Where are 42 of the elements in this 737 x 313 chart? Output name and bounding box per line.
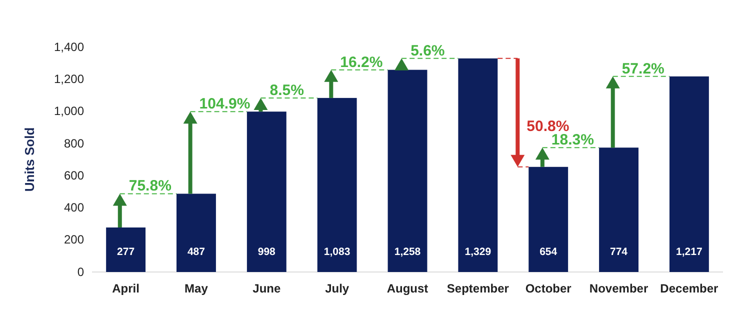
bar: [669, 76, 709, 272]
y-tick-label: 1,400: [54, 40, 84, 54]
bar: [246, 112, 286, 272]
x-tick-label: August: [386, 282, 428, 296]
x-tick-label: September: [446, 282, 510, 296]
x-tick-label: June: [252, 282, 281, 296]
y-tick-label: 200: [64, 232, 84, 247]
data-label: 998: [258, 246, 276, 258]
y-tick-label: 400: [64, 200, 84, 215]
bar: [106, 227, 146, 272]
bar: [388, 70, 428, 272]
annotation: 75.8%: [128, 178, 172, 195]
data-label: 1,217: [676, 246, 702, 258]
data-label: 1,329: [464, 246, 492, 258]
y-axis-title: Units Sold: [22, 127, 37, 192]
data-label: 487: [187, 246, 206, 258]
bar: [317, 98, 357, 272]
x-tick-label: July: [325, 282, 350, 296]
y-tick-label: 600: [64, 168, 84, 182]
y-tick-label: 0: [77, 264, 84, 279]
y-tick-label: 800: [64, 136, 84, 150]
annotation: 5.6%: [410, 42, 445, 60]
bar: [176, 194, 216, 272]
annotation: 57.2%: [622, 60, 664, 78]
y-tick-label: 1,000: [54, 104, 84, 118]
bar: [528, 166, 568, 272]
bar: [458, 58, 498, 272]
data-label: 774: [610, 246, 628, 258]
x-tick-label: May: [184, 282, 208, 296]
x-tick-label: November: [589, 282, 648, 296]
data-label: 1,083: [324, 246, 350, 258]
data-label: 1,258: [394, 246, 421, 258]
annotation: 8.5%: [270, 82, 304, 99]
x-tick-label: April: [112, 282, 140, 296]
data-label: 654: [540, 246, 558, 258]
annotation: 104.9%: [199, 96, 250, 113]
bar: [599, 148, 638, 272]
x-tick-label: December: [660, 282, 719, 296]
y-tick-label: 1,200: [54, 72, 84, 86]
x-tick-label: October: [525, 282, 572, 296]
data-label: 277: [117, 246, 135, 258]
annotation: 16.2%: [340, 54, 383, 71]
